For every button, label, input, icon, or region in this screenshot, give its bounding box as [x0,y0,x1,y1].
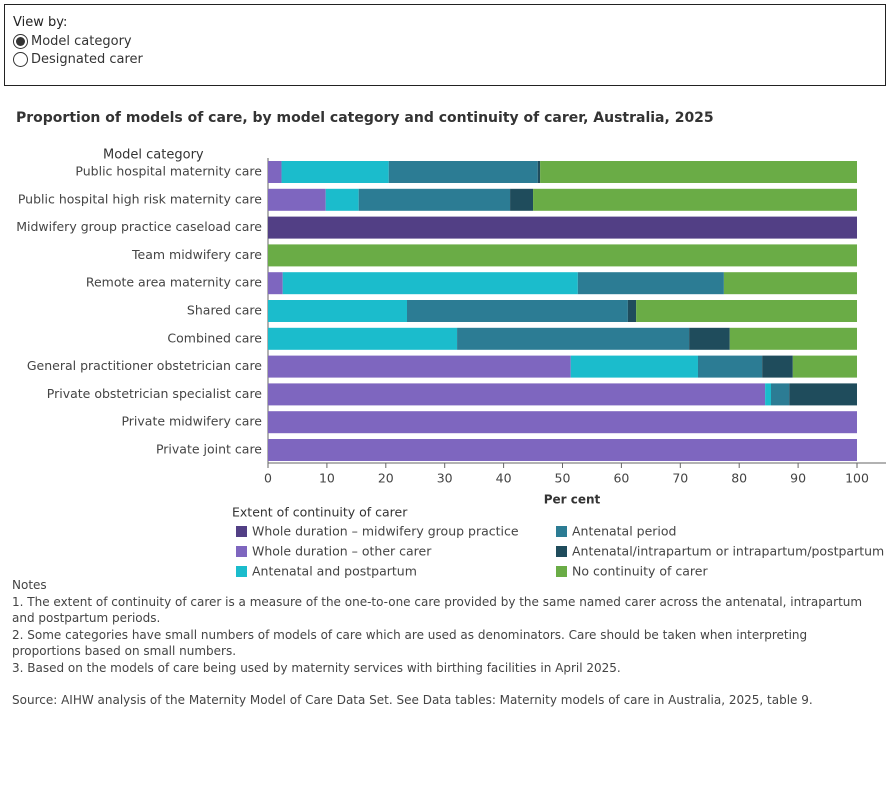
bar-segment [789,383,857,406]
legend-swatch [556,526,567,537]
bar-segment [268,355,571,378]
legend-label: Antenatal/intrapartum or intrapartum/pos… [572,544,884,559]
legend-swatch [236,526,247,537]
radio-option[interactable]: Model category [13,34,132,49]
option-label[interactable]: Model category [31,34,132,49]
bar-segment [281,161,389,183]
bar-segment [729,327,857,350]
legend-label: Whole duration – other carer [252,544,432,559]
x-tick-label: 50 [555,471,571,486]
bar-segment [723,272,857,295]
note: 3. Based on the models of care being use… [12,660,621,675]
bar-segment [268,188,326,211]
source: Source: AIHW analysis of the Maternity M… [12,693,813,707]
bar-segment [388,161,538,183]
view-control: View by: Model category Designated carer [4,4,886,86]
bar-segment [282,272,578,295]
x-tick-label: 90 [790,471,806,486]
bar-segment [268,327,458,350]
option-label[interactable]: Designated carer [31,52,143,67]
bar-segment [762,355,793,378]
legend-label: Antenatal period [572,524,676,539]
note: 1. The extent of continuity of carer is … [12,594,863,626]
notes-heading: Notes [12,578,47,592]
bar-segment [268,383,766,406]
bar-segment [268,216,857,239]
y-tick-label: Public hospital maternity care [75,164,262,179]
bar-segment [771,383,790,406]
notes: Notes 1. The extent of continuity of car… [12,577,874,709]
bar-segment [457,327,690,350]
bar-segment [636,300,857,322]
y-tick-label: Midwifery group practice caseload care [16,219,262,234]
x-tick-label: 30 [437,471,453,486]
bar-segment [533,188,857,211]
view-label: View by: [13,15,68,30]
note: 2. Some categories have small numbers of… [12,627,808,659]
radio[interactable] [13,52,28,67]
x-axis-label: Per cent [544,493,601,507]
legend-label: No continuity of carer [572,564,708,579]
bar-segment [537,161,541,183]
y-tick-label: Public hospital high risk maternity care [18,191,262,206]
x-tick-label: 70 [672,471,688,486]
x-tick-label: 60 [613,471,629,486]
radio-option[interactable]: Designated carer [13,52,143,67]
bar-segment [268,161,282,183]
bar-segment [268,411,857,434]
y-tick-label: Private midwifery care [121,414,262,429]
bar-segment [268,300,408,322]
x-tick-label: 80 [731,471,747,486]
y-tick-label: Team midwifery care [131,247,262,262]
x-tick-label: 40 [496,471,512,486]
x-tick-label: 0 [264,471,272,486]
bar-segment [268,244,857,267]
legend-title: Extent of continuity of carer [232,505,408,520]
y-tick-label: Remote area maternity care [86,275,262,290]
bar-segment [268,272,283,295]
chart: Proportion of models of care, by model c… [16,110,886,579]
bar-segment [540,161,857,183]
legend-swatch [556,566,567,577]
y-tick-label: Private obstetrician specialist care [47,386,263,401]
x-tick-label: 20 [378,471,394,486]
y-tick-label: Private joint care [156,442,262,457]
y-tick-label: Shared care [187,303,262,318]
radio[interactable] [13,34,28,49]
bar-segment [407,300,628,322]
legend-label: Whole duration – midwifery group practic… [252,524,519,539]
chart-title: Proportion of models of care, by model c… [16,110,714,126]
bar-segment [697,355,763,378]
legend-swatch [556,546,567,557]
bar-segment [358,188,511,211]
bar-segment [689,327,730,350]
bar-segment [325,188,359,211]
legend-swatch [236,546,247,557]
x-tick-label: 100 [845,471,869,486]
y-tick-label: Combined care [167,330,262,345]
bar-segment [765,383,772,406]
bar-segment [268,439,857,461]
radio-dot [16,37,25,46]
y-axis-label: Model category [103,148,204,163]
bar-segment [577,272,724,295]
x-tick-label: 10 [319,471,335,486]
bar-segment [570,355,698,378]
legend-label: Antenatal and postpartum [252,564,417,579]
bar-segment [627,300,637,322]
bar-segment [792,355,857,378]
bar-segment [510,188,534,211]
legend-swatch [236,566,247,577]
y-tick-label: General practitioner obstetrician care [27,358,262,373]
